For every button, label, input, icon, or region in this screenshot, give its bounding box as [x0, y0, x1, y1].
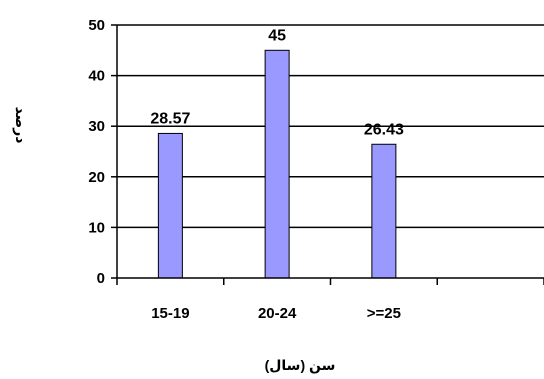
x-tick-label: >=25	[367, 305, 401, 322]
y-tick-label: 40	[88, 68, 105, 85]
data-label: 45	[268, 27, 286, 44]
bar-2	[371, 143, 397, 279]
x-tick-label: 15-19	[151, 305, 189, 322]
bar-0	[157, 132, 183, 279]
axes	[111, 24, 544, 285]
data-label: 26.43	[364, 121, 404, 138]
y-tick-labels: 0 10 20 30 40 50	[88, 17, 105, 287]
bars	[157, 49, 397, 279]
data-labels: 28.57 45 26.43	[150, 27, 404, 138]
x-tick-label: 20-24	[258, 305, 297, 322]
y-tick-label: 50	[88, 17, 105, 34]
y-tick-label: 0	[97, 270, 105, 287]
gridlines	[117, 24, 544, 229]
x-tick-labels: 15-19 20-24 >=25	[151, 305, 401, 322]
y-tick-label: 30	[88, 118, 105, 135]
data-label: 28.57	[150, 110, 190, 127]
x-axis-title: سن (سال)	[265, 357, 336, 374]
bar-1	[264, 49, 290, 279]
y-axis-title: درصد	[13, 107, 29, 144]
y-tick-label: 10	[88, 219, 105, 236]
y-tick-label: 20	[88, 169, 105, 186]
